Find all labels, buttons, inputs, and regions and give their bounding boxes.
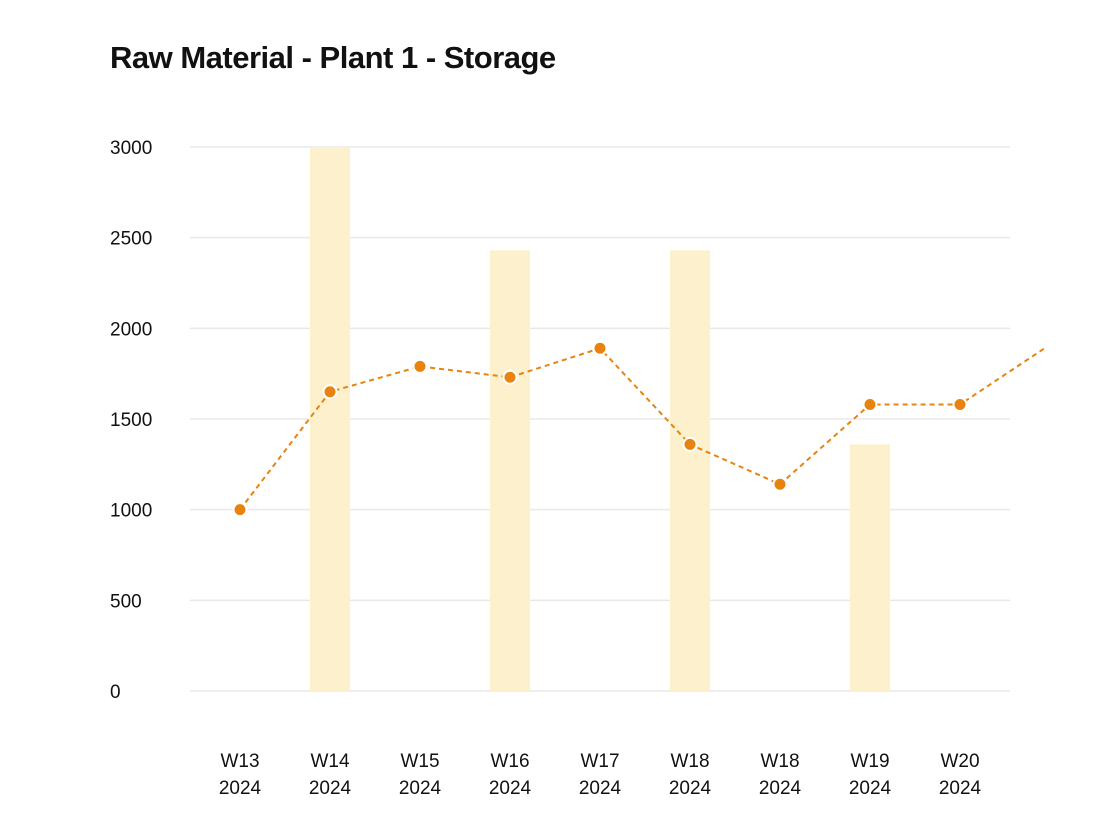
x-tick-label: W18 [760, 751, 799, 772]
y-tick-label: 1000 [110, 501, 152, 522]
bar [490, 250, 530, 692]
x-tick-label: W20 [940, 751, 979, 772]
data-point [232, 502, 248, 518]
x-tick-label: W18 [670, 751, 709, 772]
x-tick-label: 2024 [399, 778, 442, 799]
x-tick-label: 2024 [849, 778, 892, 799]
y-tick-label: 500 [110, 591, 142, 612]
data-point [502, 369, 518, 385]
x-tick-label: 2024 [219, 778, 262, 799]
bar-series [310, 147, 890, 692]
series-line [239, 346, 1047, 511]
y-tick-label: 1500 [110, 410, 152, 431]
x-tick-label: W19 [850, 751, 889, 772]
x-tick-label: 2024 [669, 778, 712, 799]
y-tick-label: 3000 [110, 138, 152, 159]
x-tick-label: 2024 [759, 778, 802, 799]
y-axis-ticks: 0 500 1000 1500 2000 2500 3000 [110, 138, 152, 703]
x-tick-label: 2024 [489, 778, 532, 799]
data-point [862, 396, 878, 412]
y-tick-label: 2000 [110, 319, 152, 340]
x-tick-label: 2024 [579, 778, 622, 799]
data-point [592, 340, 608, 356]
x-tick-label: W14 [310, 751, 350, 772]
line-points [232, 340, 968, 518]
data-point [952, 396, 968, 412]
line-series [239, 346, 1047, 511]
data-point [682, 436, 698, 452]
x-tick-label: W15 [400, 751, 439, 772]
data-point [412, 358, 428, 374]
x-tick-label: W13 [220, 751, 259, 772]
x-tick-label: 2024 [309, 778, 352, 799]
x-tick-label: W16 [490, 751, 529, 772]
y-tick-label: 0 [110, 682, 121, 703]
x-tick-label: W17 [580, 751, 619, 772]
y-tick-label: 2500 [110, 229, 152, 250]
bar [310, 147, 350, 691]
chart-title: Raw Material - Plant 1 - Storage [110, 40, 556, 75]
bar [670, 250, 710, 692]
data-point [322, 384, 338, 400]
x-tick-label: 2024 [939, 778, 982, 799]
bar [850, 444, 890, 691]
x-axis-ticks: W13 2024 W14 2024 W15 2024 W16 2024 W17 2024 W18 20… [219, 751, 982, 799]
data-point [772, 476, 788, 492]
